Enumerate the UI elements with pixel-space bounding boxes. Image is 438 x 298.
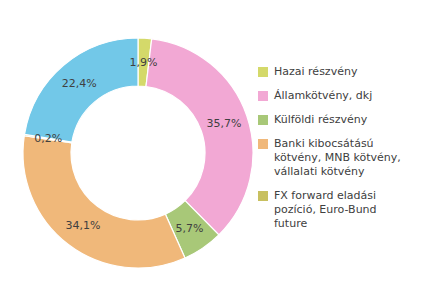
svg-text:5,7%: 5,7%: [175, 222, 203, 235]
html-text:Államkötvény, dkj: Államkötvény, dkj: [274, 89, 373, 102]
svg-text:1,9%: 1,9%: [129, 56, 157, 69]
html-text:Hazai részvény: Hazai részvény: [274, 65, 358, 78]
svg-text:34,1%: 34,1%: [65, 219, 100, 232]
svg-text:35,7%: 35,7%: [207, 117, 242, 130]
svg-text:22,4%: 22,4%: [62, 77, 97, 90]
html-text:Külföldi részvény: Külföldi részvény: [274, 113, 368, 126]
html-text:Banki kibocsátású kötvény, MNB: Banki kibocsátású kötvény, MNB kötvény, …: [274, 137, 401, 178]
html-text:FX forward eladási pozíció, Eu: FX forward eladási pozíció, Euro-Bund fu…: [274, 189, 377, 230]
svg-text:0,2%: 0,2%: [34, 132, 62, 145]
